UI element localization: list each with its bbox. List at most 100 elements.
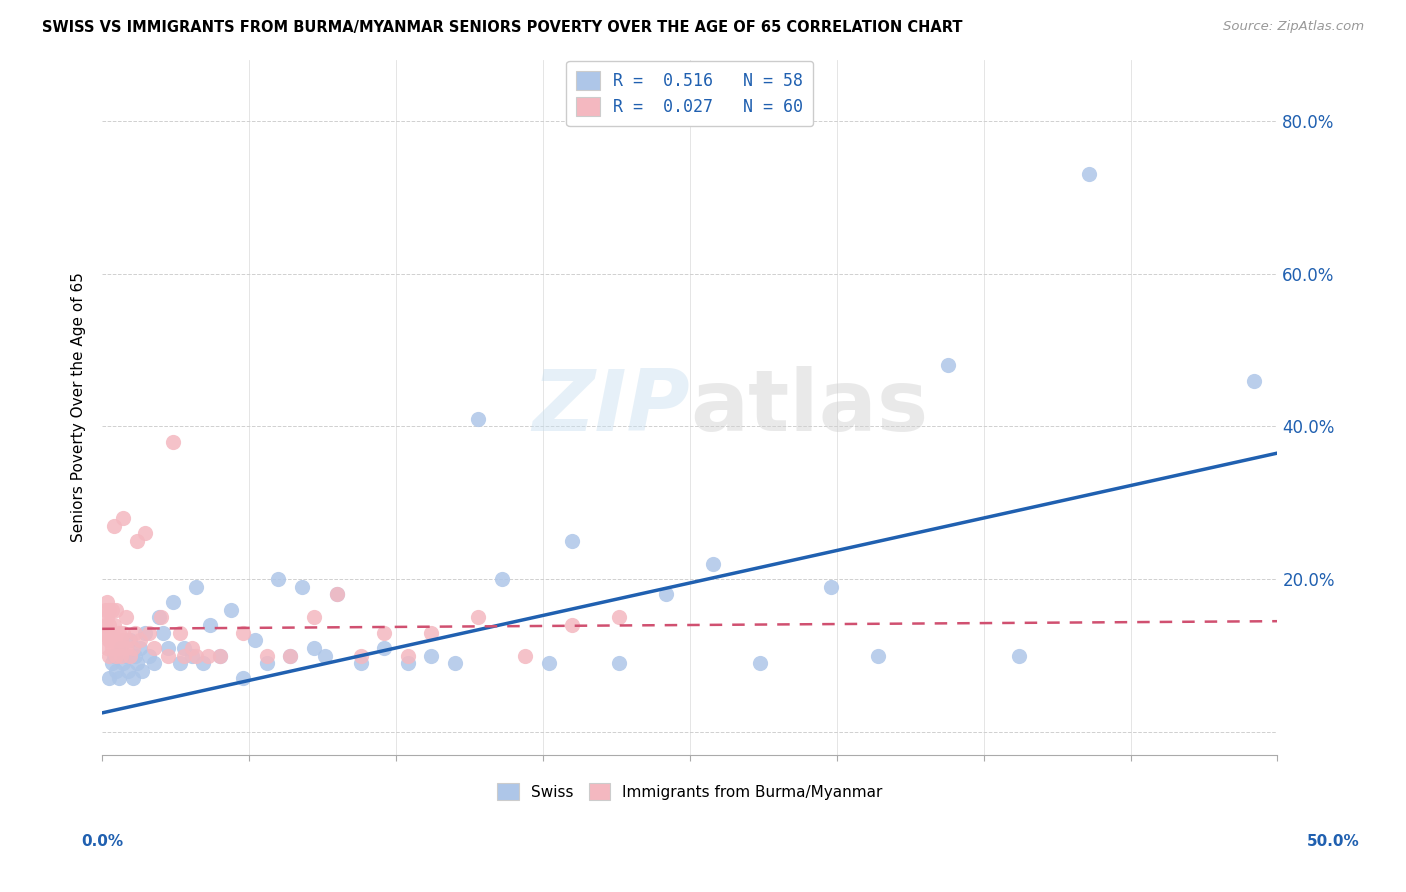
Point: [128, 633, 150, 648]
Point: [96, 610, 118, 624]
Point: [278, 648, 301, 663]
Point: [127, 533, 149, 548]
Point: [193, 657, 215, 671]
Point: [232, 625, 254, 640]
Point: [121, 672, 143, 686]
Point: [561, 618, 583, 632]
Point: [420, 625, 443, 640]
Point: [148, 610, 170, 624]
Point: [96, 625, 118, 640]
Point: [98, 633, 121, 648]
Point: [169, 657, 191, 671]
Point: [149, 610, 172, 624]
Point: [103, 648, 125, 663]
Point: [221, 603, 243, 617]
Point: [127, 657, 149, 671]
Point: [138, 648, 160, 663]
Point: [607, 657, 630, 671]
Point: [396, 648, 419, 663]
Point: [173, 648, 195, 663]
Point: [373, 640, 395, 655]
Point: [443, 657, 465, 671]
Point: [152, 625, 174, 640]
Point: [267, 572, 290, 586]
Point: [820, 580, 842, 594]
Legend: Swiss, Immigrants from Burma/Myanmar: Swiss, Immigrants from Burma/Myanmar: [491, 777, 889, 806]
Point: [93, 618, 115, 632]
Point: [142, 640, 165, 655]
Point: [105, 633, 128, 648]
Point: [180, 640, 202, 655]
Point: [117, 633, 139, 648]
Point: [114, 640, 136, 655]
Point: [110, 633, 132, 648]
Point: [169, 625, 191, 640]
Point: [120, 633, 142, 648]
Point: [749, 657, 772, 671]
Text: atlas: atlas: [690, 366, 928, 449]
Point: [128, 640, 150, 655]
Point: [655, 587, 678, 601]
Point: [138, 625, 160, 640]
Point: [491, 572, 513, 586]
Text: 0.0%: 0.0%: [82, 834, 124, 848]
Text: SWISS VS IMMIGRANTS FROM BURMA/MYANMAR SENIORS POVERTY OVER THE AGE OF 65 CORREL: SWISS VS IMMIGRANTS FROM BURMA/MYANMAR S…: [42, 20, 963, 35]
Point: [134, 625, 156, 640]
Point: [98, 618, 121, 632]
Point: [467, 411, 489, 425]
Point: [315, 648, 337, 663]
Point: [98, 603, 121, 617]
Point: [110, 640, 132, 655]
Point: [107, 625, 129, 640]
Text: ZIP: ZIP: [533, 366, 690, 449]
Point: [1243, 374, 1265, 388]
Point: [112, 511, 135, 525]
Point: [114, 648, 136, 663]
Point: [467, 610, 489, 624]
Point: [107, 672, 129, 686]
Point: [112, 625, 135, 640]
Point: [98, 648, 121, 663]
Point: [124, 625, 146, 640]
Point: [105, 664, 128, 678]
Point: [105, 648, 128, 663]
Point: [373, 625, 395, 640]
Point: [200, 618, 222, 632]
Point: [350, 648, 373, 663]
Point: [173, 640, 195, 655]
Point: [100, 603, 122, 617]
Point: [98, 633, 121, 648]
Point: [420, 648, 443, 663]
Point: [208, 648, 231, 663]
Point: [96, 640, 118, 655]
Point: [103, 518, 125, 533]
Point: [180, 648, 202, 663]
Point: [120, 648, 142, 663]
Point: [232, 672, 254, 686]
Point: [256, 648, 278, 663]
Point: [607, 610, 630, 624]
Point: [117, 664, 139, 678]
Point: [124, 648, 146, 663]
Point: [561, 533, 583, 548]
Point: [93, 603, 115, 617]
Point: [107, 640, 129, 655]
Text: Source: ZipAtlas.com: Source: ZipAtlas.com: [1223, 20, 1364, 33]
Point: [112, 657, 135, 671]
Point: [350, 657, 373, 671]
Point: [197, 648, 219, 663]
Point: [302, 640, 325, 655]
Point: [157, 640, 180, 655]
Point: [142, 657, 165, 671]
Point: [121, 640, 143, 655]
Point: [162, 595, 184, 609]
Point: [93, 625, 115, 640]
Point: [1008, 648, 1031, 663]
Point: [110, 648, 132, 663]
Point: [103, 633, 125, 648]
Point: [278, 648, 301, 663]
Point: [208, 648, 231, 663]
Point: [96, 595, 118, 609]
Point: [515, 648, 537, 663]
Point: [302, 610, 325, 624]
